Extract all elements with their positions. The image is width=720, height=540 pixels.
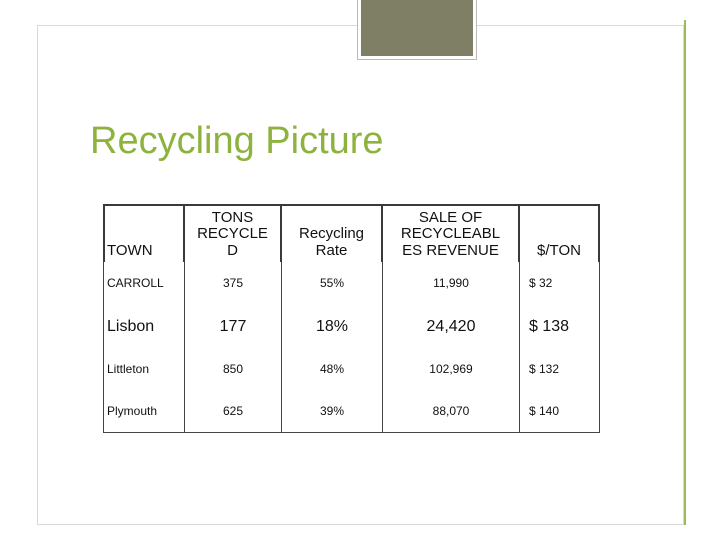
header-text: ES REVENUE: [402, 241, 499, 259]
table-cell: 11,990: [383, 262, 520, 306]
table-cell: Plymouth: [103, 391, 185, 433]
header-text: Recycling: [298, 225, 365, 242]
table-cell: $ 132: [520, 348, 600, 391]
table-cell: 88,070: [383, 391, 520, 433]
accent-line: [684, 25, 686, 525]
table-cell: 18%: [282, 306, 383, 348]
header-text: D: [227, 241, 238, 259]
header-text: SALE OF: [418, 208, 483, 226]
accent-line: [684, 20, 686, 25]
header-cell: TONS RECYCLE D: [185, 204, 282, 262]
header-text: TOWN: [107, 241, 153, 259]
header-text: RECYCLE: [197, 225, 268, 242]
table-cell: 39%: [282, 391, 383, 433]
table-cell: 102,969: [383, 348, 520, 391]
table-cell: 48%: [282, 348, 383, 391]
table-cell: $ 32: [520, 262, 600, 306]
header-cell: TOWN: [103, 204, 185, 262]
table-cell: 177: [185, 306, 282, 348]
table-cell: CARROLL: [103, 262, 185, 306]
header-cell: Recycling Rate: [282, 204, 383, 262]
header-text: RECYCLEABL: [400, 225, 501, 242]
slide-title: Recycling Picture: [90, 120, 384, 162]
table-cell: Lisbon: [103, 306, 185, 348]
header-cell: $/TON: [520, 204, 600, 262]
table-cell: Littleton: [103, 348, 185, 391]
table-cell: 625: [185, 391, 282, 433]
header-cell: SALE OF RECYCLEABL ES REVENUE: [383, 204, 520, 262]
header-text: Rate: [315, 241, 348, 259]
table-cell: 55%: [282, 262, 383, 306]
header-text: TONS: [211, 208, 254, 226]
table-cell: $ 138: [520, 306, 600, 348]
table-cell: 375: [185, 262, 282, 306]
decor-box: [357, 0, 477, 60]
header-text: $/TON: [537, 241, 581, 259]
table-cell: 24,420: [383, 306, 520, 348]
table-cell: $ 140: [520, 391, 600, 433]
table-cell: 850: [185, 348, 282, 391]
